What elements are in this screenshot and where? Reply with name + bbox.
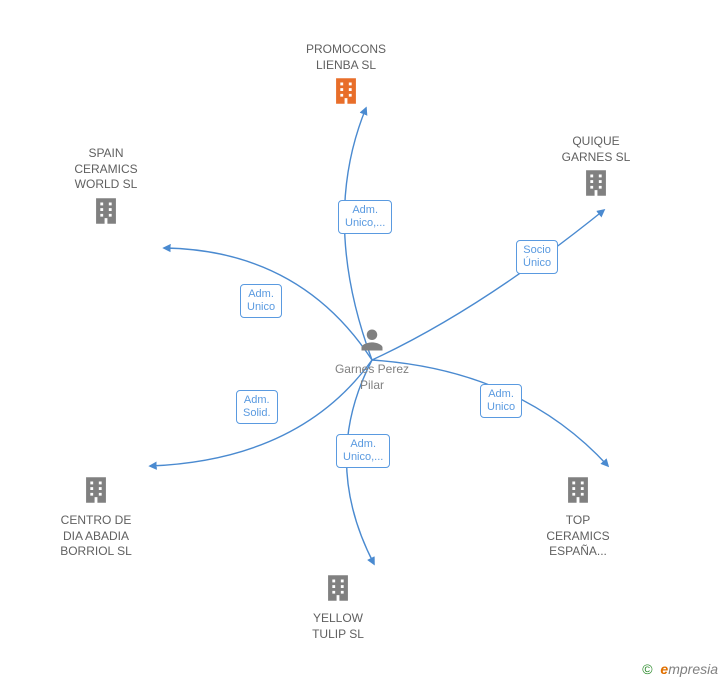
edge-label-top: Adm. Unico — [480, 384, 522, 418]
edge-label-promocons: Adm. Unico,... — [338, 200, 392, 234]
brand-name: empresia — [660, 661, 718, 677]
company-label: PROMOCONS LIENBA SL — [296, 42, 396, 73]
edge-label-quique: Socio Único — [516, 240, 558, 274]
company-label: SPAIN CERAMICS WORLD SL — [56, 146, 156, 193]
copyright-symbol: © — [642, 661, 652, 677]
diagram-canvas: Garnes Perez Pilar PROMOCONS LIENBA SL QU… — [0, 0, 728, 685]
company-label: CENTRO DE DIA ABADIA BORRIOL SL — [46, 513, 146, 560]
person-icon — [358, 325, 386, 360]
center-person-node[interactable]: Garnes Perez Pilar — [332, 325, 412, 393]
edge-label-yellow: Adm. Unico,... — [336, 434, 390, 468]
building-icon — [329, 73, 363, 114]
center-label: Garnes Perez Pilar — [332, 362, 412, 393]
building-icon — [89, 193, 123, 234]
company-node-top[interactable]: TOP CERAMICS ESPAÑA... — [528, 472, 628, 560]
building-icon — [561, 472, 595, 513]
watermark: © empresia — [642, 661, 718, 677]
building-icon — [579, 165, 613, 206]
company-label: YELLOW TULIP SL — [288, 611, 388, 642]
company-node-centro[interactable]: CENTRO DE DIA ABADIA BORRIOL SL — [46, 472, 146, 560]
company-label: TOP CERAMICS ESPAÑA... — [528, 513, 628, 560]
company-node-spain[interactable]: SPAIN CERAMICS WORLD SL — [56, 146, 156, 234]
building-icon — [321, 570, 355, 611]
edge-label-spain: Adm. Unico — [240, 284, 282, 318]
edge-label-centro: Adm. Solid. — [236, 390, 278, 424]
company-label: QUIQUE GARNES SL — [546, 134, 646, 165]
company-node-promocons[interactable]: PROMOCONS LIENBA SL — [296, 42, 396, 114]
building-icon — [79, 472, 113, 513]
company-node-quique[interactable]: QUIQUE GARNES SL — [546, 134, 646, 206]
company-node-yellow[interactable]: YELLOW TULIP SL — [288, 570, 388, 642]
